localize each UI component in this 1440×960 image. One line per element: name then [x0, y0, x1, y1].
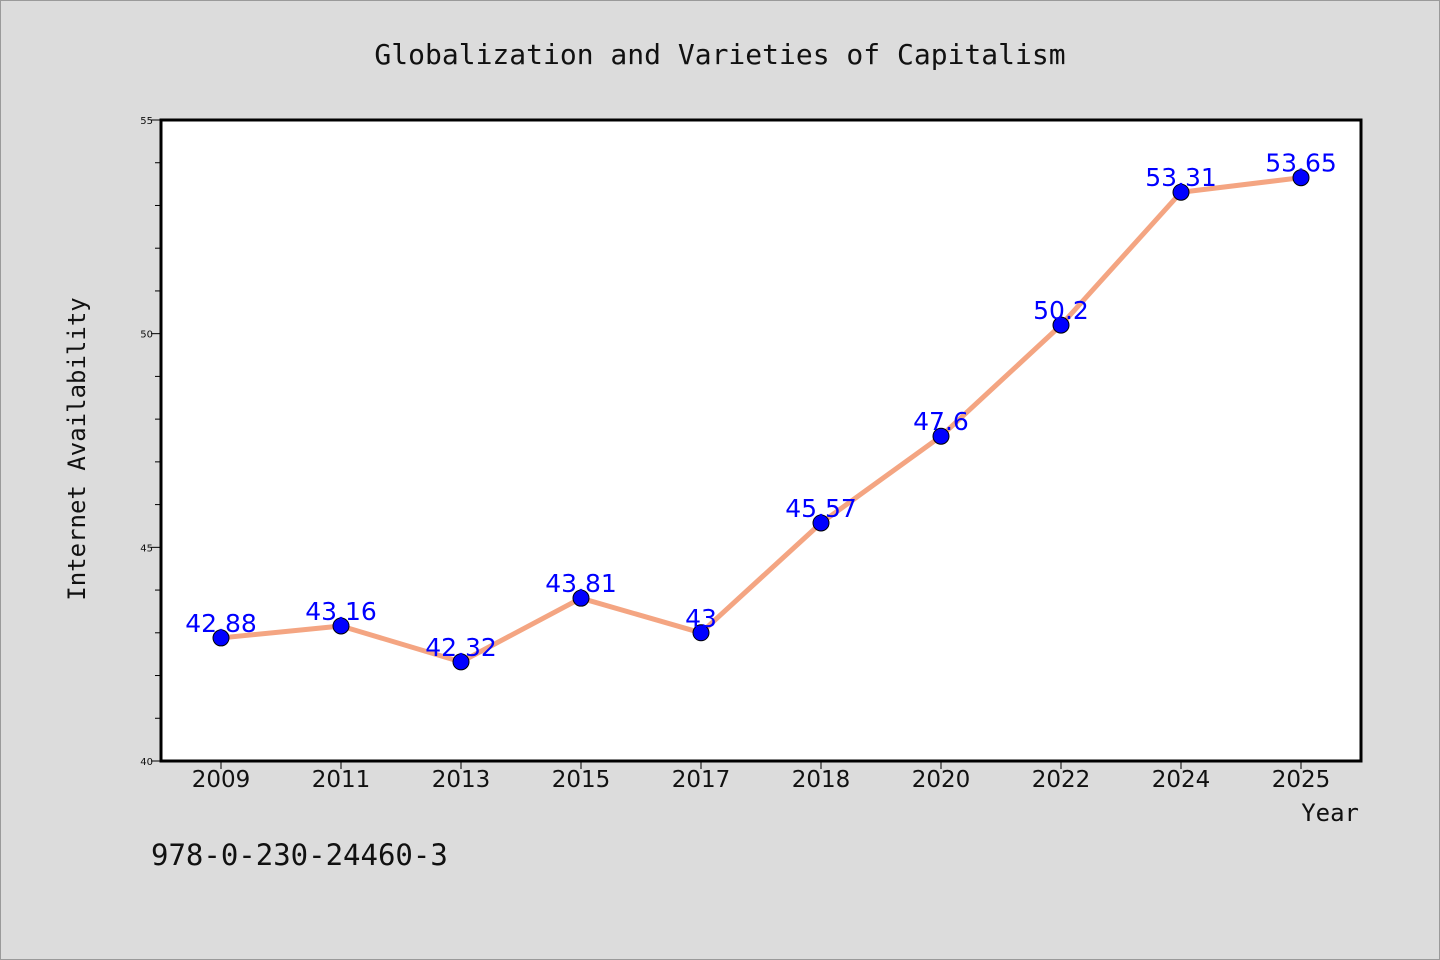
data-point — [932, 427, 950, 445]
data-labels-layer: 42.88 43.16 42.32 43.81 43 45.57 47.6 50.2 53.31… — [185, 149, 1337, 662]
data-label: 53.31 — [1145, 163, 1217, 192]
data-point — [452, 653, 470, 671]
x-axis-label: Year — [1301, 799, 1359, 827]
x-tick-label: 2020 — [912, 767, 971, 793]
data-label: 43.81 — [545, 569, 617, 598]
data-point — [812, 514, 830, 532]
series-line-layer — [218, 175, 1304, 665]
data-point — [1052, 316, 1070, 334]
x-tick-label: 2017 — [672, 767, 731, 793]
x-tick-label: 2025 — [1272, 767, 1331, 793]
data-label: 43 — [685, 604, 717, 633]
data-point — [692, 624, 710, 642]
data-label: 42.88 — [185, 609, 257, 638]
x-axis: 2009 2011 2013 2015 2017 2018 2020 2022 2024 2025 — [192, 761, 1331, 793]
data-label: 43.16 — [305, 597, 377, 626]
x-tick-label: 2024 — [1152, 767, 1211, 793]
data-label: 50.2 — [1033, 296, 1089, 325]
y-tick-label: 40 — [140, 757, 153, 768]
x-tick-label: 2009 — [192, 767, 251, 793]
data-point — [332, 617, 350, 635]
data-label: 47.6 — [913, 407, 969, 436]
data-point — [572, 589, 590, 607]
y-tick-label: 50 — [140, 330, 153, 341]
chart-title: Globalization and Varieties of Capitalis… — [374, 38, 1065, 71]
data-point — [1172, 183, 1190, 201]
y-tick-label: 55 — [140, 116, 153, 127]
data-label: 45.57 — [785, 494, 857, 523]
plot-area — [159, 118, 1363, 763]
data-points-layer — [212, 169, 1310, 671]
isbn-text: 978-0-230-24460-3 — [151, 838, 448, 872]
data-point — [212, 629, 230, 647]
data-point — [1292, 169, 1310, 187]
x-tick-label: 2018 — [792, 767, 851, 793]
x-tick-label: 2015 — [552, 767, 611, 793]
x-tick-label: 2022 — [1032, 767, 1091, 793]
series-line — [218, 175, 1304, 665]
x-tick-label: 2013 — [432, 767, 491, 793]
data-label: 42.32 — [425, 633, 497, 662]
x-tick-label: 2011 — [312, 767, 371, 793]
data-label: 53.65 — [1265, 149, 1337, 178]
y-tick-label: 45 — [140, 543, 153, 554]
y-axis: 40 45 50 55 — [140, 116, 161, 768]
y-axis-label: Internet Availability — [63, 297, 91, 600]
